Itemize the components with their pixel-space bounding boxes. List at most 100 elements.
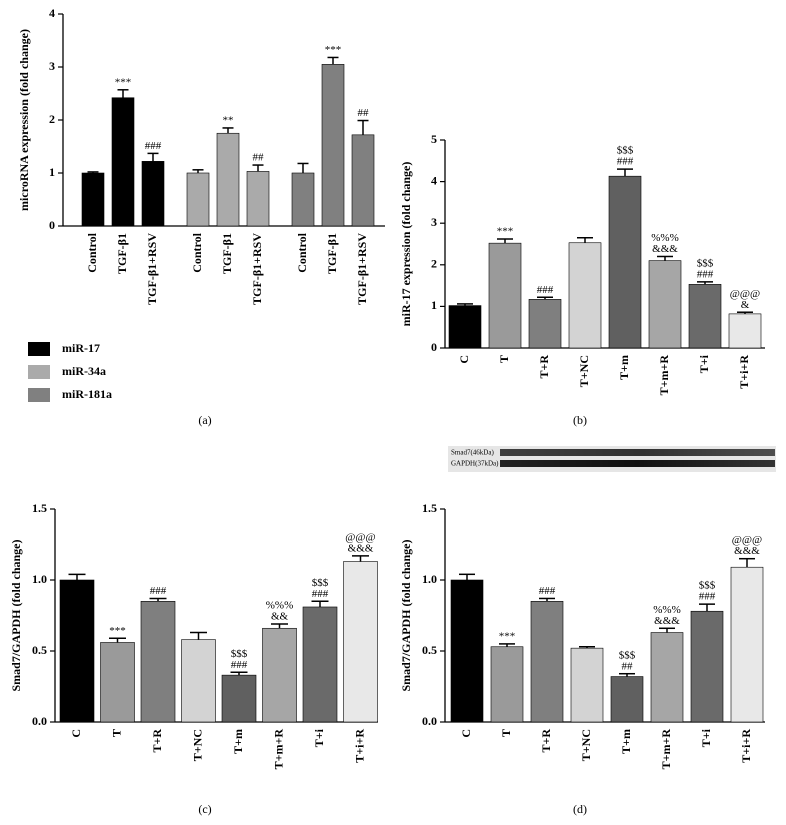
bar [291, 172, 315, 227]
significance-mark: ### [697, 268, 714, 280]
bar [186, 172, 210, 227]
x-tick-label: T+R [150, 729, 164, 753]
significance-mark: ### [231, 659, 248, 671]
x-tick-label: T+i [697, 354, 711, 373]
significance-mark: @@@ [730, 288, 760, 300]
significance-mark: ### [145, 140, 162, 152]
significance-mark: @@@ [732, 534, 762, 546]
bar [262, 627, 297, 723]
x-tick-label: Control [190, 232, 204, 272]
bar [608, 175, 642, 349]
x-tick-label: Control [85, 232, 99, 272]
significance-mark: ## [358, 107, 370, 119]
legend-label: miR-181a [62, 387, 112, 401]
x-tick-label: T+NC [190, 729, 204, 761]
bar [610, 676, 644, 723]
x-tick-label: C [69, 729, 83, 738]
y-tick-label: 2 [49, 112, 55, 126]
bar [648, 260, 682, 349]
significance-mark: &&& [734, 545, 760, 557]
bar [488, 242, 522, 349]
x-tick-label: T+i+R [352, 729, 366, 763]
bar [728, 313, 762, 349]
y-tick-label: 0.0 [422, 714, 437, 728]
bar [351, 134, 375, 227]
x-tick-label: T+i+R [737, 355, 751, 389]
bar [343, 561, 378, 723]
x-tick-label: T [497, 355, 511, 363]
panel-label: (c) [198, 802, 211, 816]
significance-mark: &&& [654, 615, 680, 627]
x-tick-label: TGF-β1+RSV [355, 233, 369, 305]
significance-mark: ## [622, 660, 634, 672]
y-axis-label: Smad7/GAPDH (fold change) [9, 539, 23, 691]
panel-label: (a) [198, 413, 211, 427]
x-tick-label: T+m+R [271, 729, 285, 770]
bar [216, 132, 240, 227]
significance-mark: %%% [651, 232, 679, 244]
bar [570, 647, 604, 723]
y-axis-label: miR-17 expression (fold change) [399, 162, 413, 327]
blot-label: Smad7(46kDa) [451, 449, 494, 457]
legend-label: miR-34a [62, 364, 106, 378]
y-tick-label: 1.0 [32, 572, 47, 586]
x-tick-label: C [457, 355, 471, 364]
y-tick-label: 1 [431, 298, 437, 312]
x-tick-label: T [109, 729, 123, 737]
x-tick-label: T+m [231, 729, 245, 754]
significance-mark: %%% [266, 600, 294, 612]
y-tick-label: 4 [49, 6, 55, 20]
x-tick-label: TGF-β1 [115, 233, 129, 274]
y-tick-label: 0.5 [422, 643, 437, 657]
x-tick-label: Control [295, 232, 309, 272]
significance-mark: $$$ [231, 648, 248, 660]
bar [450, 579, 484, 723]
y-tick-label: 1 [49, 165, 55, 179]
significance-mark: ** [223, 114, 234, 126]
y-tick-label: 2 [431, 257, 437, 271]
western-blot [448, 446, 776, 472]
significance-mark: *** [115, 76, 132, 88]
x-tick-label: T [499, 729, 513, 737]
bar [246, 171, 270, 227]
significance-mark: $$$ [619, 649, 636, 661]
x-tick-label: T+R [539, 729, 553, 753]
x-tick-label: T+i [699, 728, 713, 747]
x-tick-label: T+i+R [739, 729, 753, 763]
bar [530, 600, 564, 723]
x-tick-label: T+NC [579, 729, 593, 761]
bar [81, 172, 105, 227]
bar [568, 242, 602, 349]
bar [140, 600, 176, 723]
y-tick-label: 0.0 [32, 714, 47, 728]
x-tick-label: C [459, 729, 473, 738]
significance-mark: ### [150, 585, 167, 597]
significance-mark: &&& [348, 542, 374, 554]
y-axis-label: microRNA expression (fold change) [17, 29, 31, 211]
legend-swatch [28, 365, 50, 379]
bar [688, 284, 722, 349]
significance-mark: $$$ [697, 257, 714, 269]
bar [221, 674, 257, 723]
significance-mark: %%% [653, 604, 681, 616]
x-tick-label: T+m+R [659, 729, 673, 770]
significance-mark: && [271, 611, 289, 623]
bar [490, 646, 524, 723]
blot-label: GAPDH(37kDa) [451, 460, 499, 468]
y-tick-label: 3 [431, 215, 437, 229]
panel-label: (b) [573, 413, 587, 427]
bar [302, 606, 338, 723]
significance-mark: ### [539, 585, 556, 597]
significance-mark: *** [325, 44, 342, 56]
legend-swatch [28, 388, 50, 402]
y-tick-label: 4 [431, 173, 437, 187]
significance-mark: & [741, 299, 750, 311]
bar [650, 632, 684, 723]
bar [100, 642, 135, 723]
x-tick-label: T+m [617, 355, 631, 380]
significance-mark: @@@ [345, 531, 375, 543]
y-tick-label: 5 [431, 132, 437, 146]
x-tick-label: T+m [619, 729, 633, 754]
significance-mark: $$$ [312, 577, 329, 589]
